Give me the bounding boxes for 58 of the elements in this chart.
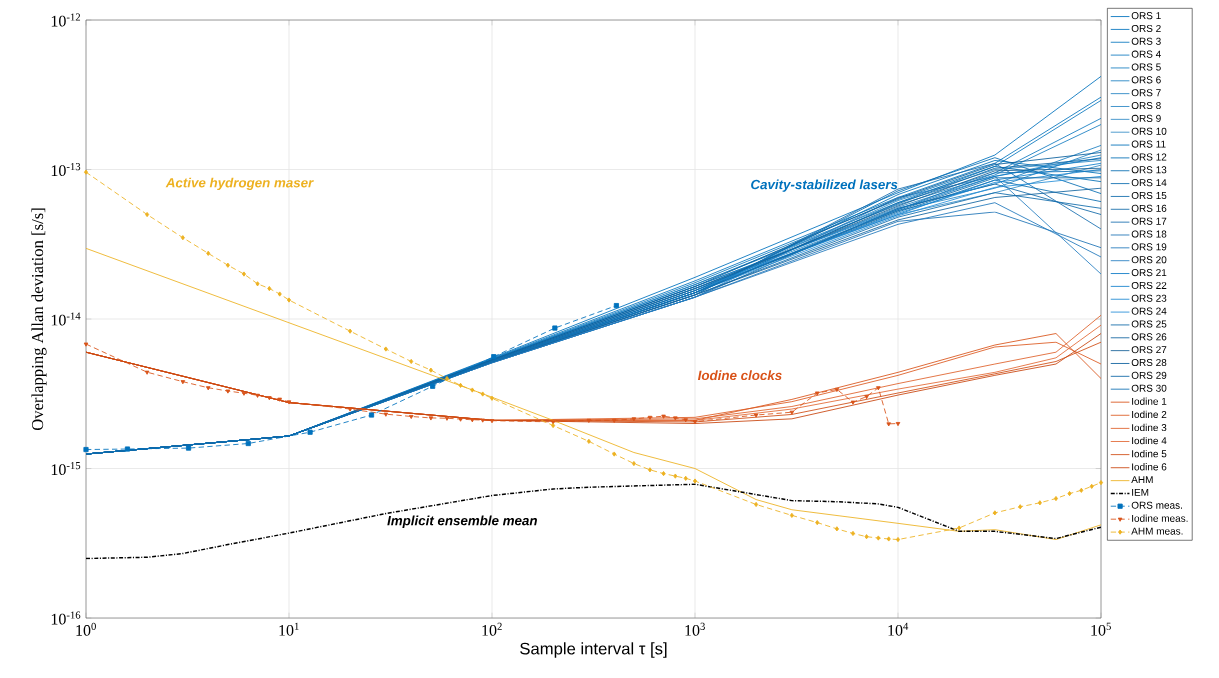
legend-label: ORS 22: [1131, 281, 1167, 289]
legend-label: Iodine 1: [1132, 397, 1167, 405]
legend-label: Iodine meas.: [1132, 514, 1188, 522]
legend-label: ORS 24: [1131, 307, 1167, 315]
legend-label: IEM: [1132, 488, 1149, 496]
legend-label: ORS 30: [1131, 384, 1167, 392]
legend-label: Iodine 5: [1132, 450, 1167, 458]
legend-label: AHM: [1131, 476, 1153, 484]
legend-label: ORS 12: [1131, 153, 1167, 161]
annotation: Active hydrogen maser: [165, 177, 314, 191]
legend-label: Iodine 3: [1132, 423, 1167, 432]
legend-label: Iodine 4: [1132, 436, 1167, 445]
legend-label: ORS 1: [1131, 12, 1161, 20]
legend-label: ORS 14: [1131, 179, 1167, 187]
x-tick-label: 10$^{0}$: [76, 622, 96, 636]
y-tick-label: 10$^{-13}$: [51, 163, 81, 177]
legend-label: ORS 15: [1131, 191, 1167, 200]
legend-label: ORS meas.: [1131, 501, 1182, 509]
annotation: Iodine clocks: [697, 370, 782, 381]
legend-label: Iodine 6: [1132, 463, 1167, 471]
legend-label: ORS 17: [1131, 217, 1167, 225]
legend-label: ORS 2: [1131, 24, 1161, 32]
legend-label: ORS 11: [1131, 140, 1166, 148]
y-axis-title: Overlapping Allan deviation [s/s]: [31, 208, 47, 431]
x-tick-label: 10$^{4}$: [888, 622, 909, 636]
legend-label: AHM meas.: [1131, 527, 1183, 535]
legend-label: ORS 28: [1131, 358, 1167, 367]
legend-label: ORS 9: [1131, 114, 1161, 122]
y-tick-label: 10$^{-12}$: [51, 13, 81, 27]
y-tick-label: 10$^{-15}$: [51, 462, 81, 476]
legend-label: ORS 29: [1131, 371, 1167, 379]
legend-label: ORS 26: [1131, 333, 1167, 341]
legend-label: ORS 5: [1131, 63, 1161, 71]
legend-label: ORS 6: [1131, 76, 1161, 84]
legend-label: ORS 19: [1131, 243, 1167, 251]
legend-label: ORS 18: [1131, 230, 1167, 238]
legend-label: ORS 21: [1131, 269, 1167, 277]
legend-label: ORS 3: [1131, 37, 1161, 45]
annotation: Cavity-stabilized lasers: [751, 179, 898, 192]
legend-label: ORS 23: [1131, 294, 1167, 302]
legend-label: ORS 20: [1131, 256, 1167, 264]
legend-label: ORS 25: [1131, 320, 1167, 328]
legend-label: ORS 4: [1131, 50, 1161, 58]
y-tick-label: 10$^{-14}$: [51, 312, 81, 326]
legend-label: Iodine 2: [1132, 410, 1167, 418]
x-axis-title: Sample interval τ [s]: [520, 642, 667, 658]
annotation: Implicit ensemble mean: [387, 515, 537, 528]
legend-label: ORS 10: [1131, 127, 1167, 135]
x-tick-label: 10$^{3}$: [685, 622, 705, 636]
legend-label: ORS 8: [1131, 102, 1161, 110]
x-tick-label: 10$^{1}$: [279, 622, 299, 636]
y-tick-label: 10$^{-16}$: [51, 611, 81, 625]
legend-label: ORS 13: [1131, 166, 1167, 174]
legend-label: ORS 27: [1131, 346, 1167, 354]
legend-label: ORS 16: [1131, 204, 1167, 212]
x-tick-label: 10$^{5}$: [1091, 622, 1111, 636]
x-tick-label: 10$^{2}$: [482, 622, 502, 636]
legend-label: ORS 7: [1131, 89, 1161, 97]
